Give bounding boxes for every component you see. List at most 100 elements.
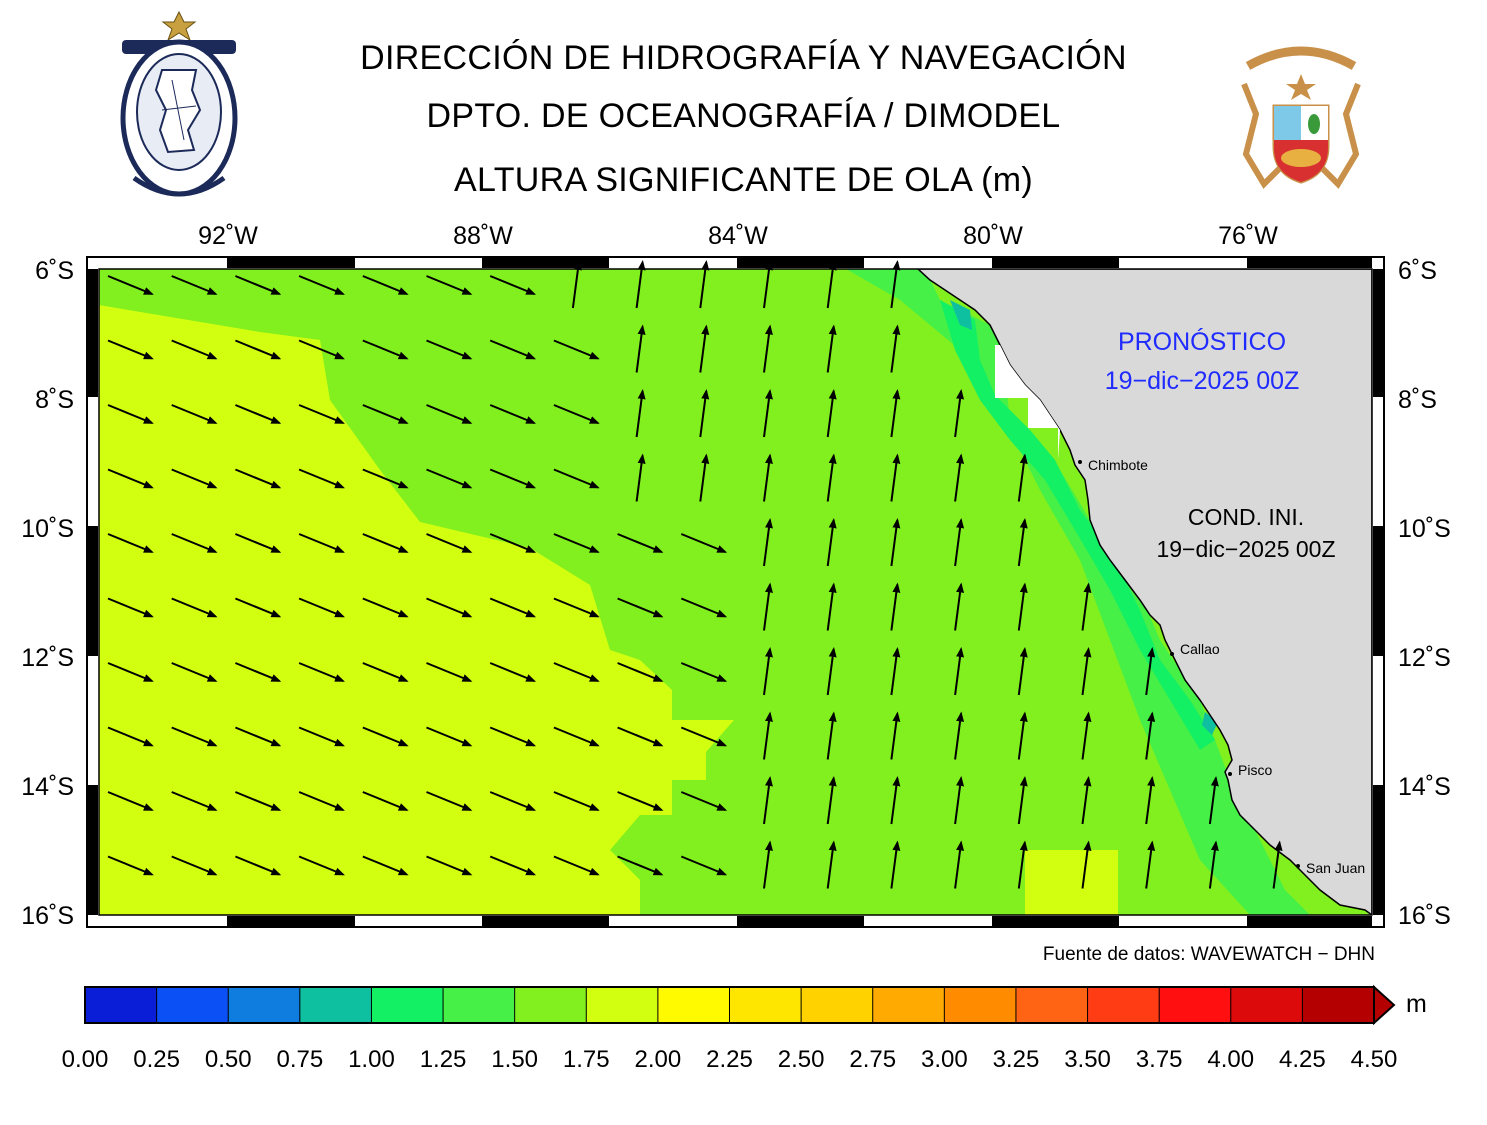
wave-direction-arrow xyxy=(362,855,409,876)
colorbar-tick-label: 1.25 xyxy=(420,1046,467,1073)
wave-direction-arrow xyxy=(362,404,409,424)
colorbar-tick-label: 0.75 xyxy=(276,1046,323,1073)
colorbar xyxy=(84,984,1396,1026)
colorbar-swatch xyxy=(227,986,301,1024)
colorbar-tick-label: 4.50 xyxy=(1351,1046,1398,1073)
marina-de-guerra-emblem-icon xyxy=(1241,46,1361,189)
wave-direction-arrow xyxy=(553,855,600,876)
wave-direction-arrow xyxy=(954,582,965,631)
wave-direction-arrow xyxy=(426,339,473,360)
wave-direction-arrow xyxy=(1145,840,1156,889)
wave-direction-arrow xyxy=(298,597,345,618)
colorbar-tick-label: 1.00 xyxy=(348,1046,395,1073)
wave-direction-arrow xyxy=(171,533,218,553)
wave-direction-arrow xyxy=(680,855,728,876)
wave-direction-arrow xyxy=(1208,840,1219,889)
wave-direction-arrow xyxy=(235,468,282,489)
wave-direction-arrow xyxy=(107,726,154,747)
colorbar-swatch xyxy=(657,986,731,1024)
wave-direction-arrow xyxy=(617,855,664,876)
wave-direction-arrow xyxy=(489,597,537,618)
wave-direction-arrow xyxy=(235,339,282,360)
longitude-labels: 92˚W 88˚W 84˚W 80˚W 76˚W xyxy=(198,222,1278,250)
lon-label: 84˚W xyxy=(708,222,768,250)
land-peru xyxy=(916,269,1372,915)
latitude-labels-right: 6˚S 8˚S 10˚S 12˚S 14˚S 16˚S xyxy=(1398,257,1451,930)
colorbar-swatch xyxy=(943,986,1017,1024)
wave-direction-arrow xyxy=(362,468,409,489)
wave-direction-arrow xyxy=(680,662,728,682)
colorbar-tick-label: 0.00 xyxy=(62,1046,109,1073)
wave-direction-arrow xyxy=(107,662,154,682)
colorbar-tick-label: 3.25 xyxy=(993,1046,1040,1073)
wave-direction-arrow xyxy=(107,533,154,553)
wave-direction-arrow xyxy=(1017,776,1028,825)
wave-direction-arrow xyxy=(763,711,773,760)
wave-direction-arrow xyxy=(426,468,473,489)
forecast-label: PRONÓSTICO xyxy=(1118,327,1286,356)
lat-label: 12˚S xyxy=(1398,644,1451,672)
wave-direction-arrow xyxy=(890,518,901,567)
colorbar-tick-label: 2.50 xyxy=(778,1046,825,1073)
wave-direction-arrow xyxy=(235,726,282,747)
wave-direction-arrow xyxy=(826,453,837,502)
lat-label: 14˚S xyxy=(1398,773,1451,801)
wave-direction-arrow xyxy=(680,791,728,811)
lat-label: 16˚S xyxy=(1398,902,1451,930)
wave-direction-arrow xyxy=(489,726,537,747)
wave-direction-arrow xyxy=(171,468,218,489)
colorbar-swatch xyxy=(729,986,803,1024)
wave-direction-arrow xyxy=(890,260,901,309)
forecast-annotation: PRONÓSTICO 19−dic−2025 00Z COND. INI. 19… xyxy=(1105,327,1336,562)
colorbar-tick-label: 3.50 xyxy=(1064,1046,1111,1073)
wave-direction-arrow xyxy=(1017,582,1028,631)
wave-direction-arrow xyxy=(426,726,473,747)
colorbar-swatch xyxy=(585,986,659,1024)
lon-label: 80˚W xyxy=(963,222,1023,250)
lat-label: 14˚S xyxy=(21,773,74,801)
colorbar-swatch xyxy=(370,986,445,1024)
wave-direction-arrow xyxy=(617,791,664,811)
colorbar-swatch xyxy=(514,986,588,1024)
wave-direction-arrow xyxy=(954,453,965,502)
place-labels: Chimbote Callao Pisco San Juan xyxy=(1078,457,1365,876)
wave-direction-arrow xyxy=(890,647,901,696)
wave-direction-arrow xyxy=(362,597,409,618)
wave-direction-arrow xyxy=(235,855,282,876)
region-1-75-2-00 xyxy=(99,305,734,915)
init-label: COND. INI. xyxy=(1188,504,1304,530)
wave-direction-arrow xyxy=(235,597,282,618)
wave-direction-arrow xyxy=(617,597,664,618)
lat-label: 8˚S xyxy=(1398,386,1437,414)
wave-direction-arrow xyxy=(489,791,537,811)
colorbar-tick-label: 0.50 xyxy=(205,1046,252,1073)
wave-direction-arrow xyxy=(298,404,345,424)
wave-direction-arrow xyxy=(489,275,537,295)
wave-direction-arrow xyxy=(298,726,345,747)
wave-direction-arrow xyxy=(826,324,837,373)
wave-direction-arrow xyxy=(107,275,154,295)
wave-direction-arrow xyxy=(171,275,218,295)
wave-height-field xyxy=(99,269,1372,915)
wave-direction-arrow xyxy=(107,855,154,876)
wave-direction-arrow xyxy=(699,260,710,309)
source-note: Fuente de datos: WAVEWATCH − DHN xyxy=(1042,944,1375,965)
colorbar-tick-label: 1.75 xyxy=(563,1046,610,1073)
wave-direction-arrow xyxy=(553,662,600,682)
wave-direction-arrow xyxy=(426,404,473,424)
wave-direction-arrow xyxy=(107,339,154,360)
lat-label: 10˚S xyxy=(1398,515,1451,543)
wave-direction-arrow xyxy=(235,404,282,424)
wave-direction-arrow xyxy=(426,662,473,682)
colorbar-tick-label: 1.50 xyxy=(491,1046,538,1073)
wave-direction-arrow xyxy=(763,776,773,825)
wave-direction-arrow xyxy=(489,855,537,876)
colorbar-tick-label: 4.25 xyxy=(1279,1046,1326,1073)
map-title: ALTURA SIGNIFICANTE DE OLA (m) xyxy=(454,161,1033,199)
wave-direction-arrow xyxy=(826,389,837,438)
wave-direction-arrow xyxy=(1081,840,1092,889)
wave-direction-arrow xyxy=(826,711,837,760)
colorbar-swatch xyxy=(299,986,373,1024)
colorbar-swatch xyxy=(1015,986,1089,1024)
